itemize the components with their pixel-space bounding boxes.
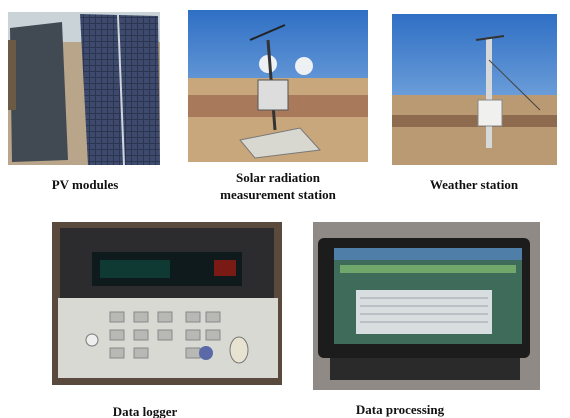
data-logger-photo — [52, 222, 282, 385]
pv-photo — [8, 12, 160, 166]
weather-station-photo — [392, 14, 557, 165]
caption: Solar radiation — [236, 170, 321, 185]
caption: Weather station — [430, 177, 519, 192]
caption: Data processing — [356, 402, 445, 417]
solar-station-photo — [188, 10, 368, 162]
caption: PV modules — [52, 177, 119, 192]
caption: Data logger — [113, 404, 178, 418]
data-processing-photo — [313, 222, 540, 390]
caption: measurement station — [220, 187, 336, 202]
